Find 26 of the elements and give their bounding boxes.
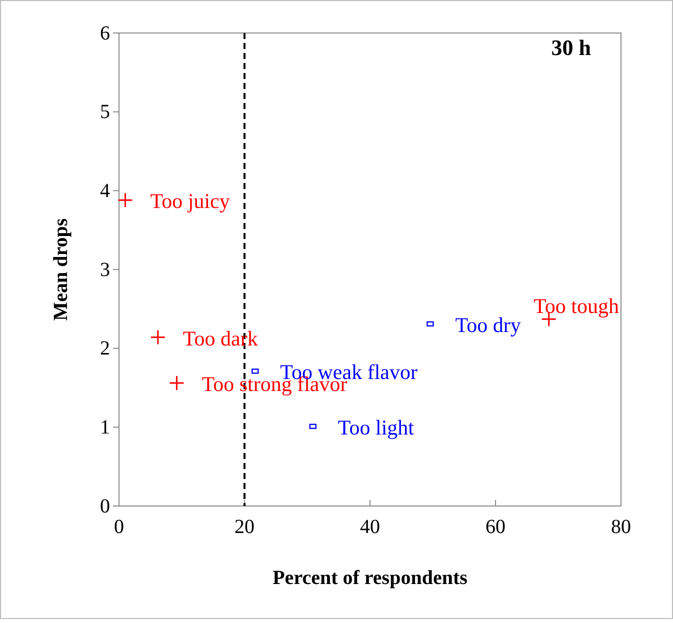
point — [252, 368, 259, 374]
annotation: Too light — [338, 415, 414, 440]
x-tick-label: 20 — [234, 516, 254, 538]
annotation: Too tough — [534, 294, 620, 318]
annotation: Too dry — [455, 312, 522, 337]
point — [118, 192, 134, 208]
y-tick-label: 4 — [100, 180, 110, 202]
y-tick-label: 0 — [100, 495, 110, 518]
y-tick-label: 6 — [100, 22, 110, 44]
annotation: Too dark — [182, 326, 258, 350]
point — [309, 424, 316, 429]
x-tick-label: 40 — [360, 516, 380, 538]
y-tick-label: 3 — [100, 258, 110, 281]
x-axis-title: Percent of respondents — [272, 567, 468, 589]
annotation: 30 h — [551, 35, 591, 60]
point — [426, 321, 434, 326]
x-tick-label: 0 — [114, 516, 124, 538]
x-tick-label: 60 — [486, 516, 506, 538]
x-tick-label: 80 — [611, 516, 631, 538]
annotation: Too juicy — [150, 189, 230, 214]
y-axis-title: Mean drops — [50, 218, 72, 321]
y-tick-label: 2 — [100, 338, 110, 360]
y-tick-label: 5 — [100, 101, 110, 124]
point — [150, 330, 166, 346]
y-tick-label: 1 — [100, 416, 110, 439]
point — [168, 375, 184, 391]
